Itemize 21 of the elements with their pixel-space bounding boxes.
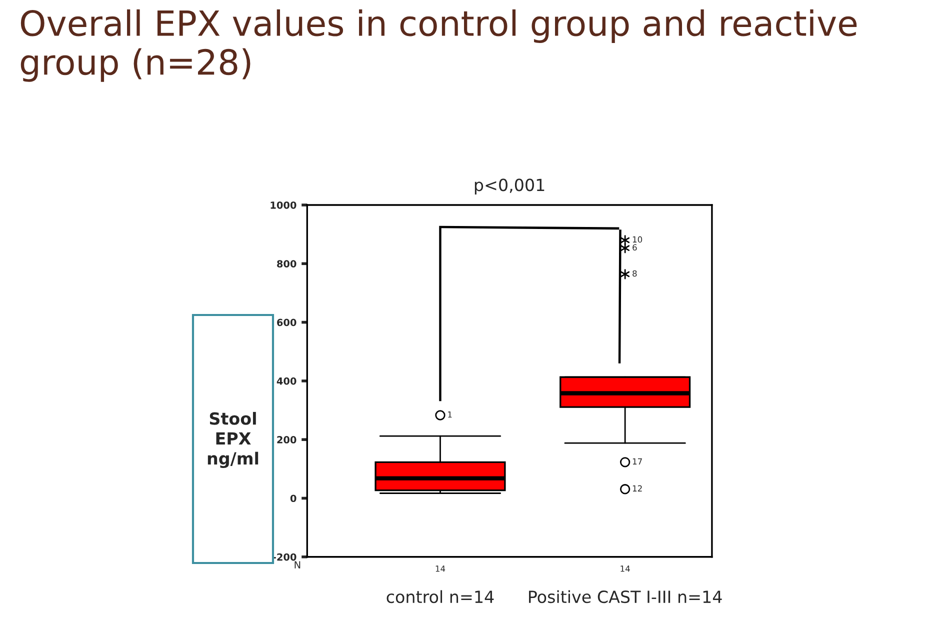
y-tick-label: 0: [290, 494, 296, 502]
y-axis-title: Stool EPX ng/ml: [208, 412, 258, 468]
y-tick-label: 800: [277, 260, 296, 268]
annotation: 10: [632, 236, 642, 243]
y-tick-label: -200: [272, 553, 296, 561]
annotation: 17: [632, 458, 642, 464]
text: 14: [620, 566, 630, 572]
x-tick-label: control n=14: [386, 590, 494, 604]
text: p<0,001: [474, 178, 544, 194]
annotation: 12: [632, 485, 642, 492]
x-tick-label: Positive CAST I-III n=14: [529, 590, 722, 604]
annotation: 8: [632, 270, 637, 277]
chart-title: Overall EPX values in control group and reactive group (n=28): [20, 9, 857, 82]
y-tick-label: 200: [277, 436, 296, 444]
text: N: [294, 561, 300, 568]
y-tick-label: 600: [277, 318, 296, 326]
y-tick-label: 400: [276, 377, 296, 385]
annotation: 1: [448, 411, 452, 418]
annotation: 6: [632, 244, 637, 251]
y-tick-label: 1000: [270, 201, 296, 209]
text: 14: [436, 566, 446, 572]
